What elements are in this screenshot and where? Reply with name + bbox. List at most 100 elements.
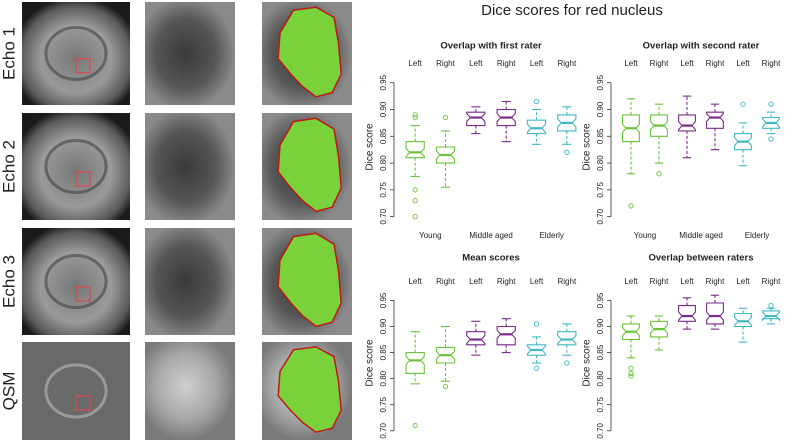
y-tick-label: 0.85 (596, 344, 605, 360)
brain-image (22, 228, 130, 335)
outlier (628, 203, 634, 209)
y-tick-label: 0.90 (379, 101, 388, 117)
brain-detail (44, 254, 108, 309)
x-category-label: Left (408, 59, 422, 68)
y-tick-label: 0.90 (596, 318, 605, 334)
x-category-label: Left (469, 277, 483, 286)
outlier (628, 365, 634, 371)
segmentation (277, 6, 342, 98)
chart-title: Overlap with first rater (440, 41, 542, 52)
x-group-label: Elderly (745, 231, 769, 240)
y-tick-label: 0.75 (596, 182, 605, 198)
box (706, 302, 724, 325)
x-category-label: Left (469, 59, 483, 68)
x-group-label: Middle aged (679, 231, 723, 240)
segmentation (277, 117, 342, 213)
chart-title: Mean scores (462, 253, 520, 264)
row-label: QSM (0, 372, 18, 411)
y-tick-label: 0.95 (596, 292, 605, 308)
x-group-label: Elderly (539, 231, 563, 240)
box (622, 114, 640, 143)
row-label: Echo 1 (0, 27, 18, 80)
x-category-label: Right (497, 277, 516, 286)
y-tick-label: 0.90 (379, 318, 388, 334)
box (496, 325, 516, 346)
outlier (656, 171, 662, 177)
y-tick-label: 0.75 (379, 182, 388, 198)
box (466, 111, 486, 127)
outlier (564, 149, 570, 156)
y-tick-label: 0.90 (596, 101, 605, 117)
box (762, 116, 780, 129)
x-category-label: Left (530, 277, 544, 286)
box (435, 146, 456, 164)
x-category-label: Left (408, 277, 422, 286)
outlier (412, 112, 418, 118)
brain-image (22, 113, 130, 220)
outlier (412, 197, 418, 204)
box (706, 111, 724, 129)
outlier (628, 370, 634, 377)
brain-image (22, 342, 130, 440)
x-category-label: Right (557, 59, 576, 68)
x-category-label: Left (530, 59, 544, 68)
y-tick-label: 0.70 (596, 422, 605, 438)
box (496, 108, 516, 127)
y-tick-label: 0.95 (596, 74, 605, 90)
segmentation (277, 346, 342, 433)
outlier (740, 101, 746, 107)
x-category-label: Left (680, 59, 694, 68)
zoom-image (145, 113, 235, 220)
y-tick-label: 0.70 (379, 208, 388, 224)
chart-title: Overlap with second rater (643, 41, 760, 52)
y-tick-label: 0.80 (379, 370, 388, 386)
y-axis-label: Dice score (582, 123, 593, 171)
y-tick-label: 0.85 (379, 128, 388, 144)
x-category-label: Right (650, 59, 669, 68)
outlier (412, 213, 418, 220)
y-tick-label: 0.80 (596, 155, 605, 171)
box (557, 114, 577, 132)
y-tick-label: 0.80 (379, 155, 388, 171)
box (678, 114, 696, 132)
brain-detail (44, 139, 108, 194)
box (526, 119, 547, 135)
x-category-label: Right (436, 59, 455, 68)
brain-image (22, 2, 130, 105)
x-category-label: Right (706, 277, 725, 286)
y-tick-label: 0.75 (379, 396, 388, 412)
x-category-label: Left (624, 59, 638, 68)
roi-box (75, 171, 91, 187)
box (435, 346, 456, 364)
row-label: Echo 2 (0, 140, 18, 193)
roi-box (75, 395, 91, 411)
outlier (412, 114, 418, 121)
x-category-label: Right (762, 59, 781, 68)
box (405, 352, 425, 374)
figure-title: Dice scores for red nucleus (481, 2, 663, 19)
x-category-label: Right (650, 277, 669, 286)
box (466, 331, 486, 346)
x-category-label: Right (436, 277, 455, 286)
outlier (442, 114, 449, 121)
roi-box (75, 58, 91, 74)
y-tick-label: 0.85 (379, 344, 388, 360)
box (526, 344, 547, 356)
y-axis-label: Dice score (365, 123, 376, 171)
y-tick-label: 0.95 (379, 74, 388, 90)
x-category-label: Left (680, 277, 694, 286)
box (678, 305, 696, 322)
x-group-label: Young (419, 231, 441, 240)
outlier (564, 360, 570, 366)
outlier (768, 136, 774, 142)
brain-detail (44, 26, 108, 81)
box (557, 331, 577, 346)
y-tick-label: 0.70 (596, 208, 605, 224)
brain-detail (44, 363, 108, 419)
zoom-image (145, 228, 235, 335)
x-group-label: Young (634, 231, 656, 240)
outlier (533, 321, 540, 327)
y-tick-label: 0.70 (379, 422, 388, 438)
x-category-label: Left (736, 59, 750, 68)
box (650, 114, 668, 137)
